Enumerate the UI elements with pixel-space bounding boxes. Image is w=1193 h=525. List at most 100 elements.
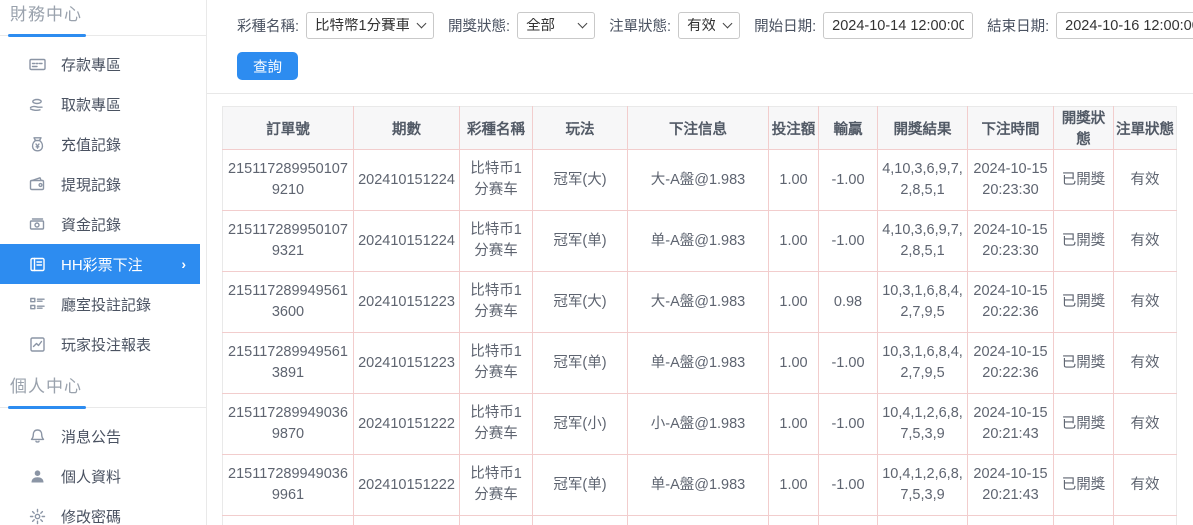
sidebar-item[interactable]: 消息公告 bbox=[0, 416, 206, 456]
table-cell: 4,10,3,6,9,7,2,8,5,1 bbox=[877, 149, 968, 212]
table-row: 2151172899490369961 202410151222 比特币1分赛车 冠军… bbox=[222, 454, 1177, 517]
table-cell: 1.00 bbox=[768, 210, 819, 273]
filter-lottery-group: 彩種名稱: 比特幣1分賽車 bbox=[237, 12, 435, 39]
lottery-bet-icon bbox=[28, 255, 46, 273]
column-header: 彩種名稱 bbox=[459, 106, 533, 150]
table-cell: 202410151223 bbox=[353, 271, 460, 334]
table-cell: 大-A盤@1.983 bbox=[627, 149, 769, 212]
table-cell: 大-A盤@1.983 bbox=[627, 271, 769, 334]
table-cell: 2024-10-15 20:22:36 bbox=[967, 332, 1054, 395]
table-cell: 7,9,5,8,4,10,2,6,3,1 bbox=[877, 515, 968, 525]
table-cell: 小-A盤@1.983 bbox=[627, 393, 769, 456]
table-cell: 冠军(单) bbox=[532, 332, 628, 395]
table-cell: 1.00 bbox=[768, 454, 819, 517]
table-cell: 10,4,1,2,6,8,7,5,3,9 bbox=[877, 454, 968, 517]
sidebar-item[interactable]: 提現記錄 bbox=[0, 164, 206, 204]
funds-record-icon bbox=[28, 215, 46, 233]
table-cell: 已開獎 bbox=[1053, 515, 1114, 525]
table-cell: 202410151223 bbox=[353, 332, 460, 395]
table-cell: 有效 bbox=[1113, 210, 1177, 273]
table-cell: 有效 bbox=[1113, 454, 1177, 517]
table-cell: -1.00 bbox=[818, 210, 878, 273]
table-cell: -1.00 bbox=[818, 332, 878, 395]
query-button[interactable]: 查詢 bbox=[237, 52, 298, 80]
table-cell: 比特币1分赛车 bbox=[459, 149, 533, 212]
start-date-label: 開始日期: bbox=[754, 19, 817, 35]
table-cell: 有效 bbox=[1113, 271, 1177, 334]
table-cell: -1.00 bbox=[818, 515, 878, 525]
lottery-select[interactable]: 比特幣1分賽車 bbox=[306, 12, 435, 39]
table-cell: 小-A盤@1.983 bbox=[627, 515, 769, 525]
sidebar-item[interactable]: 個人資料 bbox=[0, 456, 206, 496]
end-date-input[interactable] bbox=[1056, 12, 1193, 39]
table-cell: 已開獎 bbox=[1053, 454, 1114, 517]
filter-end-date-group: 結束日期: bbox=[987, 12, 1193, 39]
column-header: 下注信息 bbox=[627, 106, 769, 150]
table-cell: 2024-10-15 20:18:35 bbox=[967, 515, 1054, 525]
sidebar-section-title: 個人中心 bbox=[10, 377, 82, 396]
filter-start-date-group: 開始日期: bbox=[754, 12, 974, 39]
chevron-right-icon: › bbox=[181, 256, 186, 272]
order-status-select[interactable]: 有效 bbox=[678, 12, 741, 39]
password-icon bbox=[28, 507, 46, 525]
table-cell: 单-A盤@1.983 bbox=[627, 210, 769, 273]
filter-bar: 彩種名稱: 比特幣1分賽車 開獎狀態: 全部 注單狀態: bbox=[237, 12, 1193, 39]
table-cell: 2151172899501079210 bbox=[222, 149, 354, 212]
table-cell: 比特币1分赛车 bbox=[459, 271, 533, 334]
sidebar-item[interactable]: 取款專區 bbox=[0, 84, 206, 124]
sidebar-item[interactable]: 修改密碼 bbox=[0, 496, 206, 525]
player-report-icon bbox=[28, 335, 46, 353]
sidebar-item[interactable]: 資金記錄 bbox=[0, 204, 206, 244]
table-cell: 比特币1分赛车 bbox=[459, 332, 533, 395]
lottery-select-wrap: 比特幣1分賽車 bbox=[306, 12, 435, 39]
table-cell: 冠军(小) bbox=[532, 393, 628, 456]
table-cell: 冠军(小) bbox=[532, 515, 628, 525]
table-row: 2151172899471514490202410151219比特币1分赛车冠军… bbox=[222, 515, 1177, 525]
sidebar-item[interactable]: 充值記錄 bbox=[0, 124, 206, 164]
table-row: 2151172899495613891 202410151223 比特币1分赛车 冠军… bbox=[222, 332, 1177, 395]
column-header: 投注額 bbox=[768, 106, 819, 150]
table-cell: -1.00 bbox=[818, 393, 878, 456]
sidebar-item-label: 廳室投註記錄 bbox=[61, 296, 152, 314]
table-cell: 202410151224 bbox=[353, 149, 460, 212]
table-cell: 有效 bbox=[1113, 515, 1177, 525]
table-cell: 202410151222 bbox=[353, 454, 460, 517]
draw-status-select[interactable]: 全部 bbox=[517, 12, 596, 39]
table-cell: 有效 bbox=[1113, 149, 1177, 212]
column-header: 訂單號 bbox=[222, 106, 354, 150]
table-cell: 冠军(大) bbox=[532, 149, 628, 212]
sidebar-section-title: 財務中心 bbox=[10, 5, 82, 24]
column-header: 輸贏 bbox=[818, 106, 878, 150]
table-header-row: 訂單號 期數 彩種名稱 玩法 下注信息 投注額 輸贏 開獎結果 下注時間 開獎狀態 注單狀態 bbox=[222, 106, 1177, 150]
table-cell: 202410151219 bbox=[353, 515, 460, 525]
table-cell: 2024-10-15 20:21:43 bbox=[967, 454, 1054, 517]
table-cell: 10,3,1,6,8,4,2,7,9,5 bbox=[877, 332, 968, 395]
order-status-select-wrap: 有效 bbox=[678, 12, 741, 39]
sidebar-item-label: 個人資料 bbox=[61, 468, 122, 486]
sidebar-item[interactable]: 玩家投注報表 bbox=[0, 324, 206, 364]
filter-order-status-group: 注單狀態: 有效 bbox=[609, 12, 741, 39]
table-cell: -1.00 bbox=[818, 149, 878, 212]
table-cell: 有效 bbox=[1113, 332, 1177, 395]
start-date-input[interactable] bbox=[823, 12, 974, 39]
table-cell: 2151172899490369870 bbox=[222, 393, 354, 456]
sidebar-item[interactable]: 廳室投註記錄 bbox=[0, 284, 206, 324]
sidebar-item[interactable]: HH彩票下注 › bbox=[0, 244, 200, 284]
bet-table-wrap: 訂單號 期數 彩種名稱 玩法 下注信息 投注額 輸贏 開獎結果 下注時間 開獎狀態 注單狀態 215… bbox=[222, 106, 1193, 525]
withdrawal-record-icon bbox=[28, 175, 46, 193]
table-cell: 2024-10-15 20:21:43 bbox=[967, 393, 1054, 456]
table-cell: 1.00 bbox=[768, 393, 819, 456]
table-cell: 冠军(单) bbox=[532, 210, 628, 273]
sidebar-item[interactable]: 存款專區 bbox=[0, 44, 206, 84]
table-row: 2151172899495613600 202410151223 比特币1分赛车 冠军… bbox=[222, 271, 1177, 334]
table-cell: 已開獎 bbox=[1053, 271, 1114, 334]
table-cell: 冠军(单) bbox=[532, 454, 628, 517]
table-cell: 2151172899501079321 bbox=[222, 210, 354, 273]
table-cell: 比特币1分赛车 bbox=[459, 515, 533, 525]
table-cell: 2024-10-15 20:22:36 bbox=[967, 271, 1054, 334]
column-header: 開獎結果 bbox=[877, 106, 968, 150]
filter-draw-status-group: 開獎狀態: 全部 bbox=[448, 12, 596, 39]
draw-status-select-wrap: 全部 bbox=[517, 12, 596, 39]
sidebar-item-label: 提現記錄 bbox=[61, 176, 122, 194]
table-cell: 单-A盤@1.983 bbox=[627, 332, 769, 395]
